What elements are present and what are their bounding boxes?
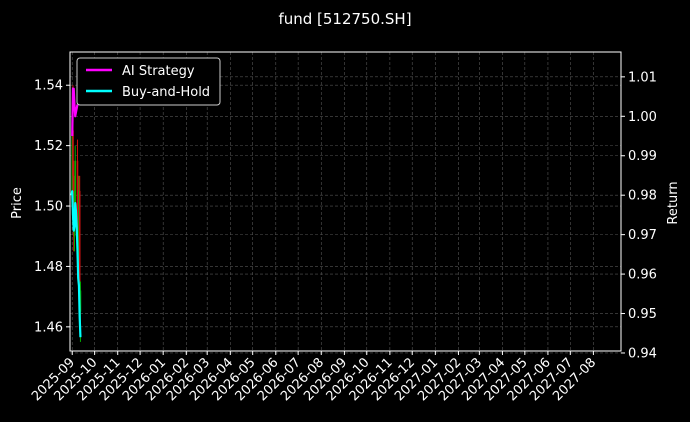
y2-tick-label: 0.95 [628, 307, 657, 322]
series-line-buy-and-hold [70, 190, 82, 338]
y2-tick-label: 0.96 [628, 268, 657, 283]
legend: AI Strategy Buy-and-Hold [76, 57, 221, 106]
chart-title: fund [512750.SH] [278, 10, 411, 28]
candle-body [78, 190, 81, 297]
legend-box [76, 57, 221, 106]
series-lines [70, 87, 82, 338]
y-axis-right: 0.94 0.95 0.96 0.97 0.98 0.99 1.00 1.01 [621, 70, 657, 361]
legend-label-ai-strategy: AI Strategy [122, 64, 195, 79]
candle-body [76, 160, 79, 222]
y2-tick-label: 0.98 [628, 189, 657, 204]
y2-axis-label: Return [666, 181, 681, 224]
series-line-ai-strategy [71, 87, 79, 137]
y-tick-label: 1.54 [34, 79, 63, 94]
candle-body [74, 160, 77, 207]
y2-tick-label: 1.01 [628, 70, 657, 85]
y-tick-label: 1.52 [34, 139, 63, 154]
legend-label-buy-and-hold: Buy-and-Hold [122, 85, 210, 100]
y-axis-left: 1.46 1.48 1.50 1.52 1.54 [34, 79, 70, 335]
x-axis: 2025-092025-102025-112025-122026-012026-… [29, 351, 599, 404]
y-tick-label: 1.48 [34, 260, 63, 275]
y2-tick-label: 0.97 [628, 228, 657, 243]
candle-body [72, 130, 74, 176]
candle-body [79, 290, 82, 312]
y-axis-label: Price [10, 187, 25, 219]
y-tick-label: 1.46 [34, 320, 63, 335]
y-tick-label: 1.50 [34, 200, 63, 215]
y2-tick-label: 0.99 [628, 149, 657, 164]
y2-tick-label: 1.00 [628, 110, 657, 125]
plot-frame [69, 51, 622, 352]
y2-tick-label: 0.94 [628, 346, 657, 361]
